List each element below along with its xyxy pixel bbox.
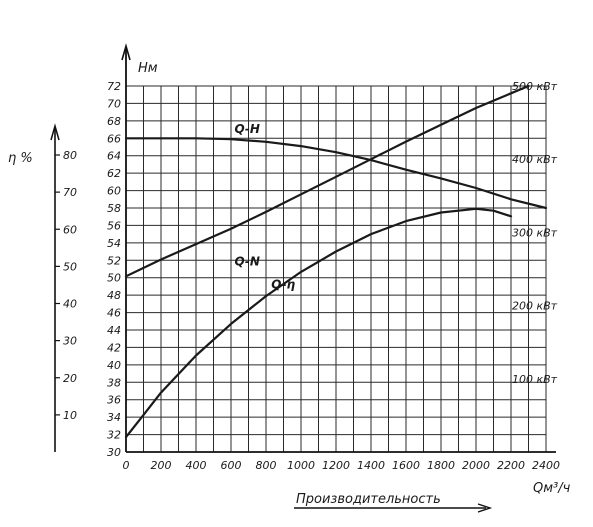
x-tick-label: 0 — [123, 459, 130, 472]
efficiency-tick-label: 60 — [63, 223, 77, 236]
head-tick-label: 66 — [107, 132, 121, 145]
head-axis-title: Нм — [138, 61, 158, 76]
x-axis-unit: Qм³/ч — [533, 481, 571, 496]
head-tick-label: 50 — [107, 272, 121, 285]
head-axis-arrow — [121, 43, 131, 61]
efficiency-tick-label: 30 — [63, 335, 77, 348]
power-tick-label: 300 кВт — [512, 226, 558, 239]
efficiency-tick-label: 40 — [63, 298, 77, 311]
series-label-Q-H: Q-H — [235, 122, 260, 136]
head-tick-label: 56 — [107, 219, 121, 232]
x-axis-title: Производительность — [296, 492, 441, 507]
power-tick-label: 100 кВт — [512, 373, 558, 386]
x-tick-label: 2000 — [462, 459, 490, 472]
head-tick-label: 40 — [107, 359, 121, 372]
x-tick-label: 1600 — [392, 459, 420, 472]
head-tick-label: 36 — [107, 394, 121, 407]
head-tick-label: 52 — [107, 254, 121, 267]
axes — [50, 43, 556, 513]
head-tick-label: 70 — [107, 97, 121, 110]
series-label-Q-N: Q-N — [235, 254, 260, 268]
head-tick-label: 42 — [107, 341, 121, 354]
x-tick-label: 1200 — [322, 459, 350, 472]
efficiency-tick-label: 80 — [63, 149, 77, 162]
head-tick-label: 58 — [107, 202, 121, 215]
head-tick-label: 68 — [107, 115, 121, 128]
series-line-Q-H — [124, 137, 548, 210]
head-tick-label: 46 — [107, 307, 121, 320]
power-tick-label: 400 кВт — [512, 153, 558, 166]
x-tick-label: 1800 — [427, 459, 455, 472]
head-tick-label: 44 — [107, 324, 121, 337]
x-tick-label: 400 — [186, 459, 207, 472]
efficiency-axis-arrow — [50, 123, 60, 141]
x-tick-label: 1400 — [357, 459, 385, 472]
efficiency-axis-title: η % — [8, 151, 33, 166]
head-tick-label: 34 — [107, 411, 121, 424]
x-axis-title-arrow — [477, 503, 493, 513]
head-tick-label: 64 — [107, 150, 121, 163]
efficiency-tick-label: 70 — [63, 186, 77, 199]
series-label-Q-η: Q-η — [271, 278, 295, 292]
grid — [125, 85, 547, 453]
efficiency-tick-label: 10 — [63, 409, 77, 422]
head-tick-label: 60 — [107, 185, 121, 198]
x-tick-label: 200 — [151, 459, 172, 472]
head-tick-label: 54 — [107, 237, 121, 250]
x-tick-label: 800 — [256, 459, 277, 472]
series-line-Q-N — [124, 84, 530, 278]
head-tick-label: 48 — [107, 289, 121, 302]
power-tick-label: 500 кВт — [512, 80, 558, 93]
head-tick-label: 38 — [107, 376, 121, 389]
efficiency-tick-label: 50 — [63, 260, 77, 273]
x-tick-label: 2400 — [532, 459, 560, 472]
x-tick-label: 2200 — [497, 459, 525, 472]
power-tick-label: 200 кВт — [512, 300, 558, 313]
x-tick-label: 600 — [221, 459, 242, 472]
x-tick-label: 1000 — [287, 459, 315, 472]
series-line-Q-η — [124, 207, 513, 439]
head-tick-label: 62 — [107, 167, 121, 180]
head-tick-label: 30 — [107, 446, 121, 459]
efficiency-tick-label: 20 — [63, 372, 77, 385]
head-tick-label: 72 — [107, 80, 121, 93]
series-curves — [124, 84, 548, 439]
head-tick-label: 32 — [107, 429, 121, 442]
tick-labels: Нм η % 30 32 34 36 38 40 42 44 46 48 50 52 54 56 58 60 62 6… — [8, 61, 571, 507]
